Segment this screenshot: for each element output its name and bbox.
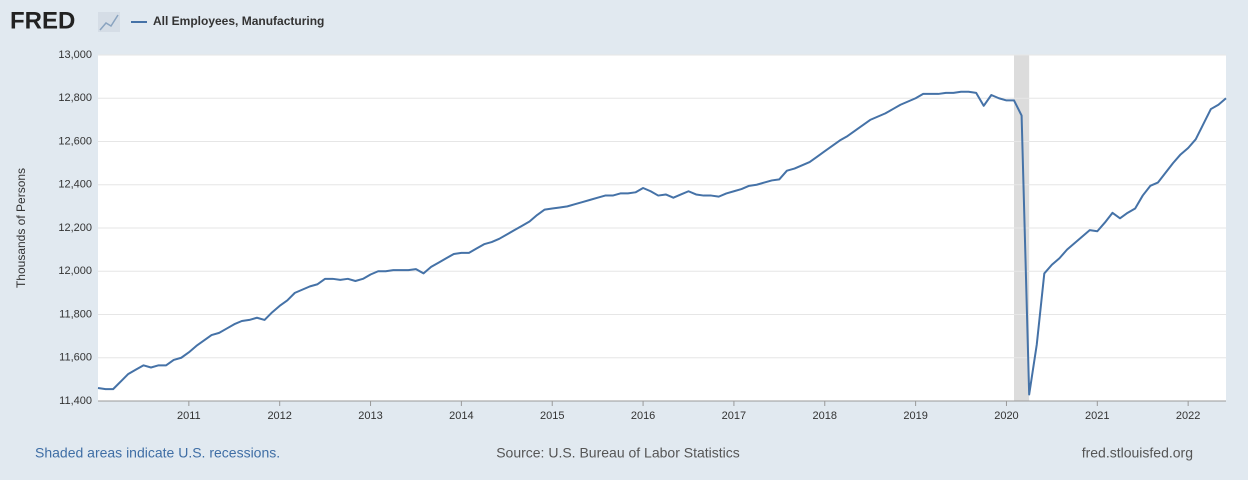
x-tick-label: 2021 <box>1085 410 1109 422</box>
y-tick-label: 12,200 <box>58 222 92 234</box>
y-tick-label: 11,800 <box>59 308 92 320</box>
y-tick-label: 12,600 <box>58 135 92 147</box>
y-tick-label: 12,400 <box>58 179 92 191</box>
x-tick-label: 2012 <box>267 410 291 422</box>
legend-label: All Employees, Manufacturing <box>153 14 324 28</box>
x-tick-label: 2019 <box>903 410 927 422</box>
recession-note[interactable]: Shaded areas indicate U.S. recessions. <box>35 445 280 461</box>
x-tick-label: 2011 <box>177 410 201 422</box>
y-tick-label: 12,000 <box>58 265 92 277</box>
x-tick-label: 2015 <box>540 410 564 422</box>
x-tick-label: 2016 <box>631 410 655 422</box>
x-tick-label: 2017 <box>722 410 746 422</box>
x-tick-label: 2018 <box>813 410 837 422</box>
source: Source: U.S. Bureau of Labor Statistics <box>496 445 740 461</box>
logo-icon <box>98 12 120 32</box>
y-tick-label: 11,600 <box>59 352 92 364</box>
x-tick-label: 2020 <box>994 410 1018 422</box>
x-tick-label: 2014 <box>449 410 473 422</box>
logo: FRED <box>10 7 75 34</box>
y-tick-label: 12,800 <box>58 92 92 104</box>
x-tick-label: 2022 <box>1176 410 1200 422</box>
y-tick-label: 13,000 <box>58 49 92 61</box>
plot-layer: 11,400 11,600 11,800 12,000 12,200 12,400 12,6… <box>58 49 1227 422</box>
series-line <box>97 90 1227 396</box>
x-tick-label: 2013 <box>358 410 382 422</box>
site[interactable]: fred.stlouisfed.org <box>1082 445 1193 461</box>
y-axis-label: Thousands of Persons <box>14 168 28 288</box>
y-tick-label: 11,400 <box>59 395 92 407</box>
